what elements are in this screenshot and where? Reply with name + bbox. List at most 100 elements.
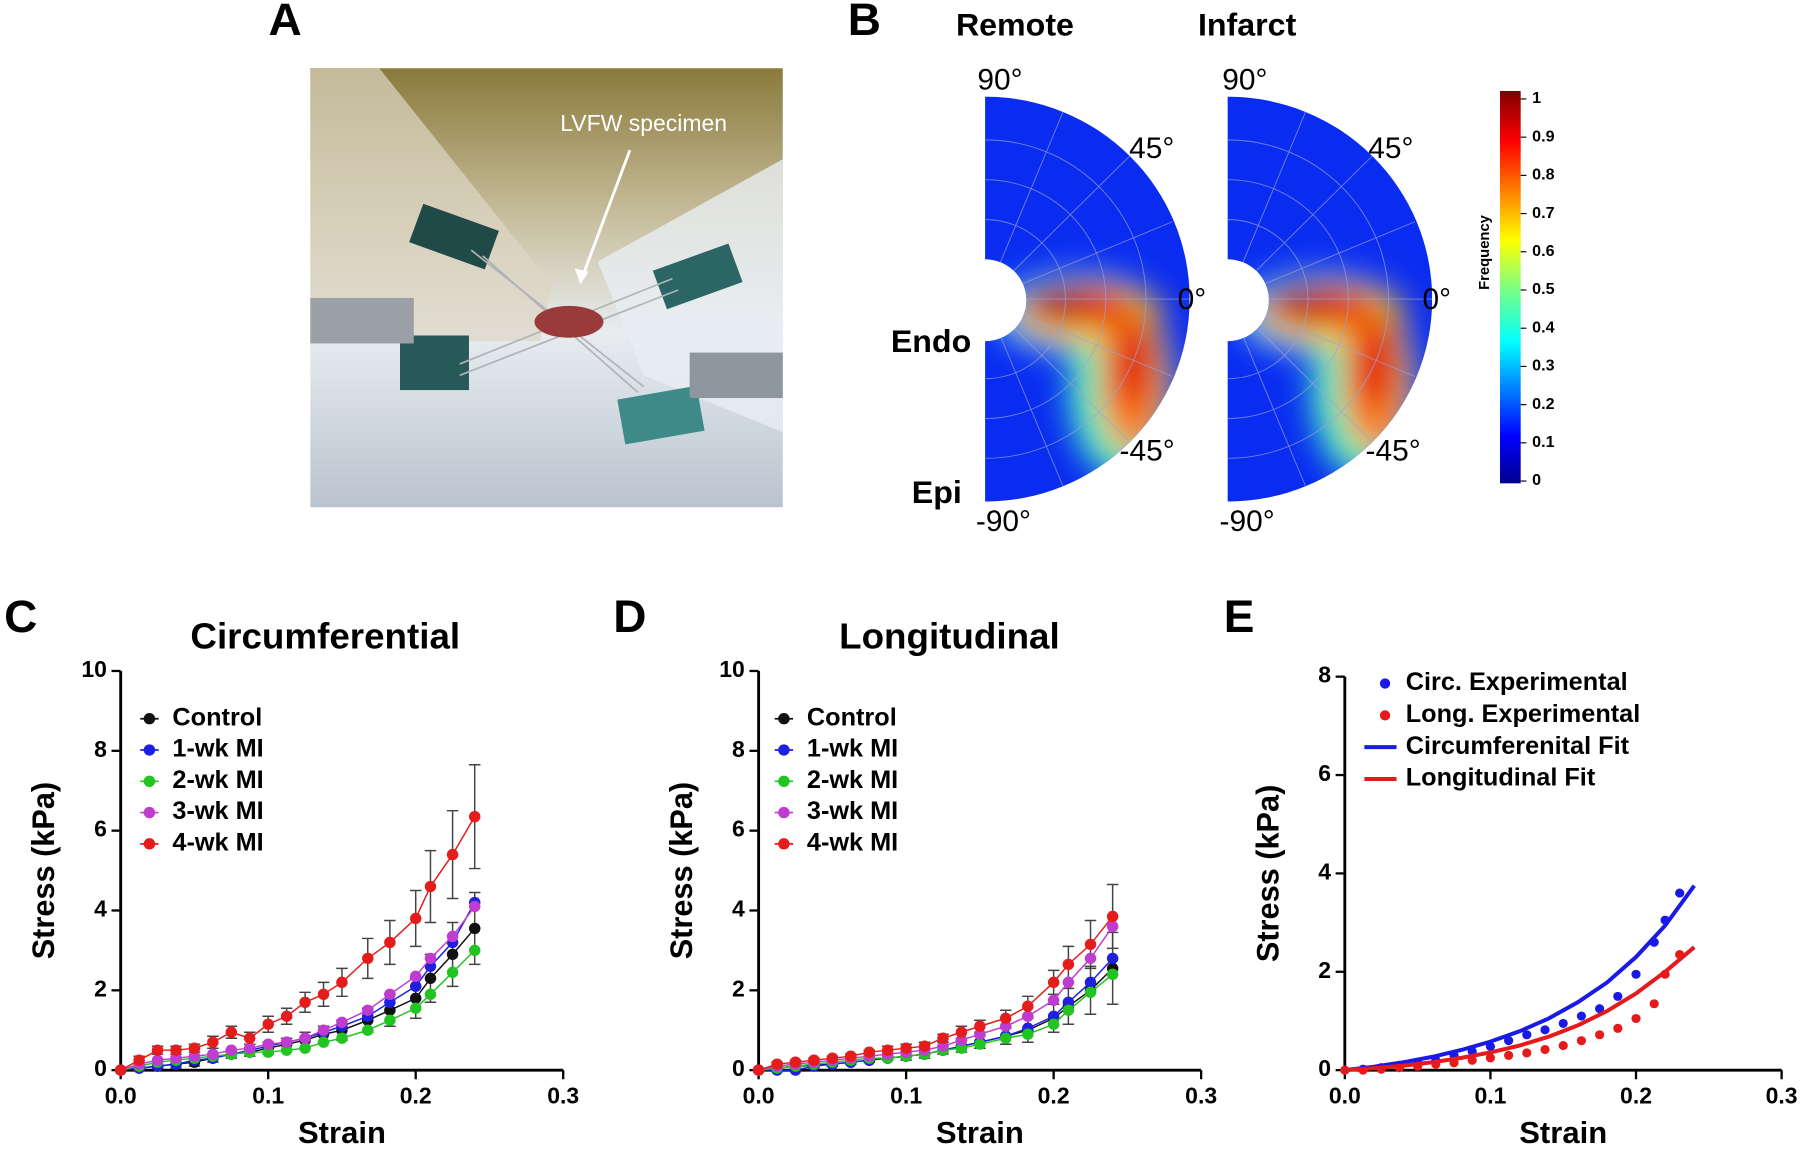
data-point (1631, 1013, 1641, 1024)
data-point (955, 1034, 968, 1046)
panel-letter: D (613, 591, 646, 642)
data-point (468, 922, 481, 935)
colorbar-tick-label: 0.1 (1532, 434, 1554, 451)
x-tick-label: 0.3 (1766, 1083, 1798, 1109)
data-point (133, 1054, 145, 1066)
data-point (1062, 976, 1075, 989)
data-point (1106, 910, 1119, 923)
wall-label: Endo (891, 323, 971, 359)
legend-marker (778, 775, 790, 787)
data-point (1613, 1023, 1623, 1033)
series-line (1344, 884, 1696, 1073)
y-tick-label: 10 (719, 656, 745, 682)
y-axis-title: Stress (kPa) (664, 782, 699, 959)
data-point (424, 972, 437, 985)
colorbar-tick-label: 0.8 (1532, 167, 1554, 184)
colorbar-tick-label: 0 (1532, 472, 1541, 489)
y-tick-label: 6 (94, 816, 107, 842)
data-point (1106, 952, 1119, 965)
data-point (299, 996, 311, 1008)
data-point (262, 1018, 274, 1030)
data-point (1062, 1004, 1075, 1016)
data-point (244, 1032, 256, 1044)
data-point (1084, 976, 1097, 989)
polar-title: Remote (956, 7, 1074, 43)
legend-label: Circumferenital Fit (1406, 732, 1630, 760)
data-point (170, 1052, 182, 1064)
photo: LVFW specimen (310, 68, 783, 508)
data-point (384, 988, 396, 1000)
data-point (384, 1004, 396, 1016)
data-point (1522, 1030, 1532, 1040)
legend-marker (143, 775, 156, 787)
data-point (424, 952, 437, 965)
data-point (409, 980, 422, 993)
data-point (1631, 969, 1641, 979)
angle-label: 0° (1178, 283, 1207, 316)
data-point (1522, 1048, 1532, 1058)
data-point (771, 1058, 783, 1070)
data-point (1540, 1044, 1550, 1055)
data-point (317, 988, 330, 1000)
data-point (244, 1042, 256, 1054)
data-point (1558, 1041, 1568, 1051)
data-point (999, 1032, 1012, 1044)
data-point (1106, 968, 1119, 981)
data-point (188, 1050, 201, 1062)
y-tick-label: 0 (732, 1055, 745, 1081)
angle-label: 90° (977, 64, 1022, 97)
data-point (1576, 1036, 1587, 1046)
data-point (207, 1048, 219, 1060)
data-point (1504, 1036, 1514, 1046)
polar-title: Infarct (1198, 7, 1297, 43)
data-point (1022, 1010, 1034, 1022)
data-point (207, 1036, 219, 1048)
data-point (151, 1054, 164, 1066)
data-point (1022, 1028, 1034, 1040)
y-tick-label: 4 (732, 896, 745, 922)
legend-marker (778, 713, 790, 725)
x-tick-label: 0.1 (890, 1083, 922, 1109)
data-point (1649, 999, 1659, 1009)
legend-label: Long. Experimental (1406, 700, 1641, 728)
y-tick-label: 2 (732, 975, 745, 1001)
data-point (424, 880, 437, 893)
data-point (974, 1028, 986, 1040)
colorbar-tick-label: 1 (1532, 90, 1541, 107)
data-point (225, 1026, 238, 1038)
angle-label: -45° (1366, 435, 1421, 468)
data-point (999, 1020, 1012, 1032)
x-tick-label: 0.2 (1620, 1083, 1652, 1109)
data-point (955, 1026, 968, 1038)
colorbar-tick-label: 0.2 (1532, 396, 1554, 413)
data-point (1558, 1018, 1568, 1028)
legend-marker (1379, 710, 1391, 721)
data-point (1062, 996, 1075, 1008)
y-tick-label: 10 (81, 656, 107, 682)
y-tick-label: 8 (732, 736, 745, 762)
annotation: LVFW specimen (560, 110, 727, 136)
colorbar-tick-label: 0.9 (1532, 128, 1554, 145)
x-tick-label: 0.2 (400, 1083, 432, 1109)
data-point (299, 1032, 311, 1044)
y-axis-title: Stress (kPa) (1250, 785, 1285, 962)
data-point (955, 1042, 968, 1054)
legend-label: 3-wk MI (172, 797, 263, 825)
data-point (881, 1044, 894, 1056)
y-tick-label: 8 (94, 736, 107, 762)
data-point (280, 1036, 293, 1048)
data-point (937, 1040, 949, 1052)
data-point (1022, 1000, 1034, 1012)
legend-label: 1-wk MI (172, 735, 263, 763)
y-tick-label: 2 (1318, 957, 1331, 983)
x-tick-label: 0.0 (1329, 1083, 1361, 1109)
data-point (1485, 1053, 1496, 1063)
data-point (974, 1038, 986, 1050)
data-point (845, 1050, 857, 1062)
data-point (409, 970, 422, 983)
data-point (114, 1064, 127, 1076)
data-point (317, 1036, 330, 1048)
data-point (1595, 1004, 1605, 1014)
